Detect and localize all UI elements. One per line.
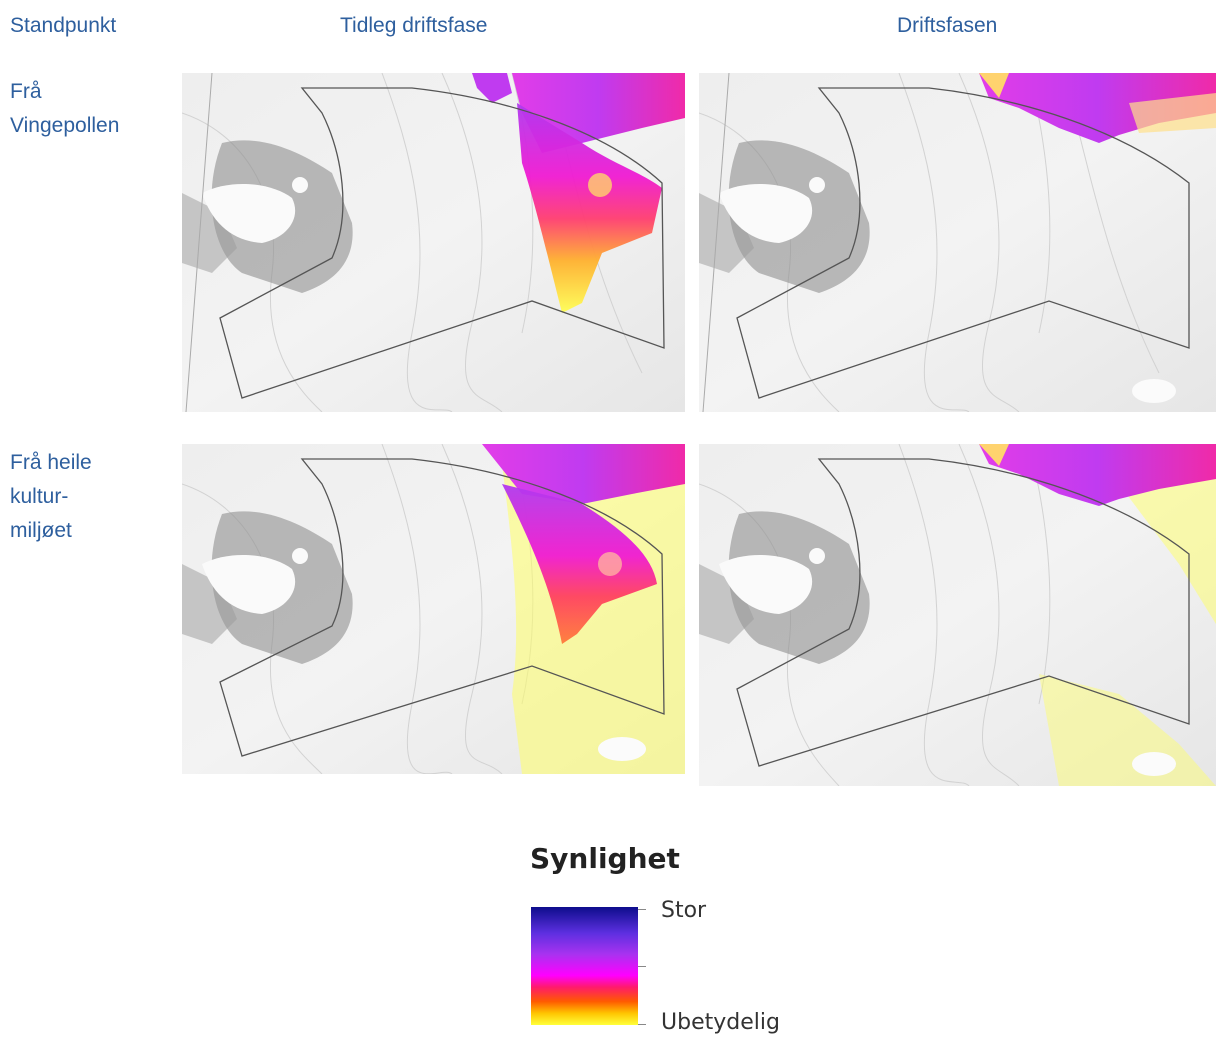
water-body <box>809 548 825 564</box>
water-body <box>202 183 296 243</box>
visibility-zone-high <box>472 73 512 103</box>
visibility-map-vingepollen-early <box>182 73 685 412</box>
row-label-line: Frå heile <box>10 451 92 474</box>
header-operation: Driftsfasen <box>897 14 998 37</box>
legend-tick-high <box>638 909 646 910</box>
visibility-hotspot <box>588 173 612 197</box>
water-body <box>292 177 308 193</box>
visibility-map-whole-environment-early <box>182 444 685 774</box>
terrain-dark-area <box>699 564 754 644</box>
project-area-boundary <box>219 87 665 399</box>
water-body <box>292 548 308 564</box>
visibility-map-vingepollen-operation <box>699 73 1216 412</box>
water-body <box>202 554 296 614</box>
water-body <box>809 177 825 193</box>
visibility-zone-high <box>979 73 1216 143</box>
row-label-vingepollen: Frå Vingepollen <box>10 75 119 143</box>
project-area-boundary <box>736 87 1190 399</box>
legend-label-low: Ubetydelig <box>661 1010 780 1035</box>
road-line <box>185 73 213 412</box>
visibility-zone-gradient <box>502 484 657 644</box>
water-body <box>598 737 646 761</box>
terrain-dark-area <box>182 193 237 273</box>
terrain-dark-area <box>699 193 754 273</box>
legend-label-high: Stor <box>661 898 707 923</box>
visibility-hotspot <box>598 552 622 576</box>
road-line <box>702 73 730 412</box>
row-label-line: miljøet <box>10 519 72 542</box>
legend-title: Synlighet <box>530 842 680 875</box>
visibility-zone-low <box>1119 474 1216 624</box>
visibility-zone-high <box>979 444 1216 506</box>
water-body <box>1132 379 1176 403</box>
visibility-zone-low <box>979 73 1009 98</box>
header-early-operation: Tidleg driftsfase <box>340 14 488 37</box>
row-label-whole-environment: Frå heile kultur- miljøet <box>10 446 92 548</box>
water-body <box>1132 752 1176 776</box>
legend-tick-low <box>638 1024 646 1025</box>
visibility-zone-low <box>979 444 1009 466</box>
legend-tick-mid <box>638 966 646 967</box>
water-body <box>719 554 813 614</box>
visibility-zone-low <box>1129 93 1216 133</box>
contour-lines <box>182 73 643 412</box>
water-body <box>719 183 813 243</box>
visibility-zone-high <box>482 444 685 504</box>
visibility-map-whole-environment-operation <box>699 444 1216 786</box>
row-label-line: Vingepollen <box>10 114 120 137</box>
row-label-line: kultur- <box>10 485 69 508</box>
row-label-line: Frå <box>10 80 42 103</box>
project-area-boundary <box>736 458 1190 767</box>
project-area-boundary <box>219 458 665 757</box>
terrain-dark-area <box>182 564 237 644</box>
legend-color-scale <box>531 907 638 1025</box>
visibility-zone-gradient <box>517 103 662 313</box>
header-standpoint: Standpunkt <box>10 14 117 37</box>
